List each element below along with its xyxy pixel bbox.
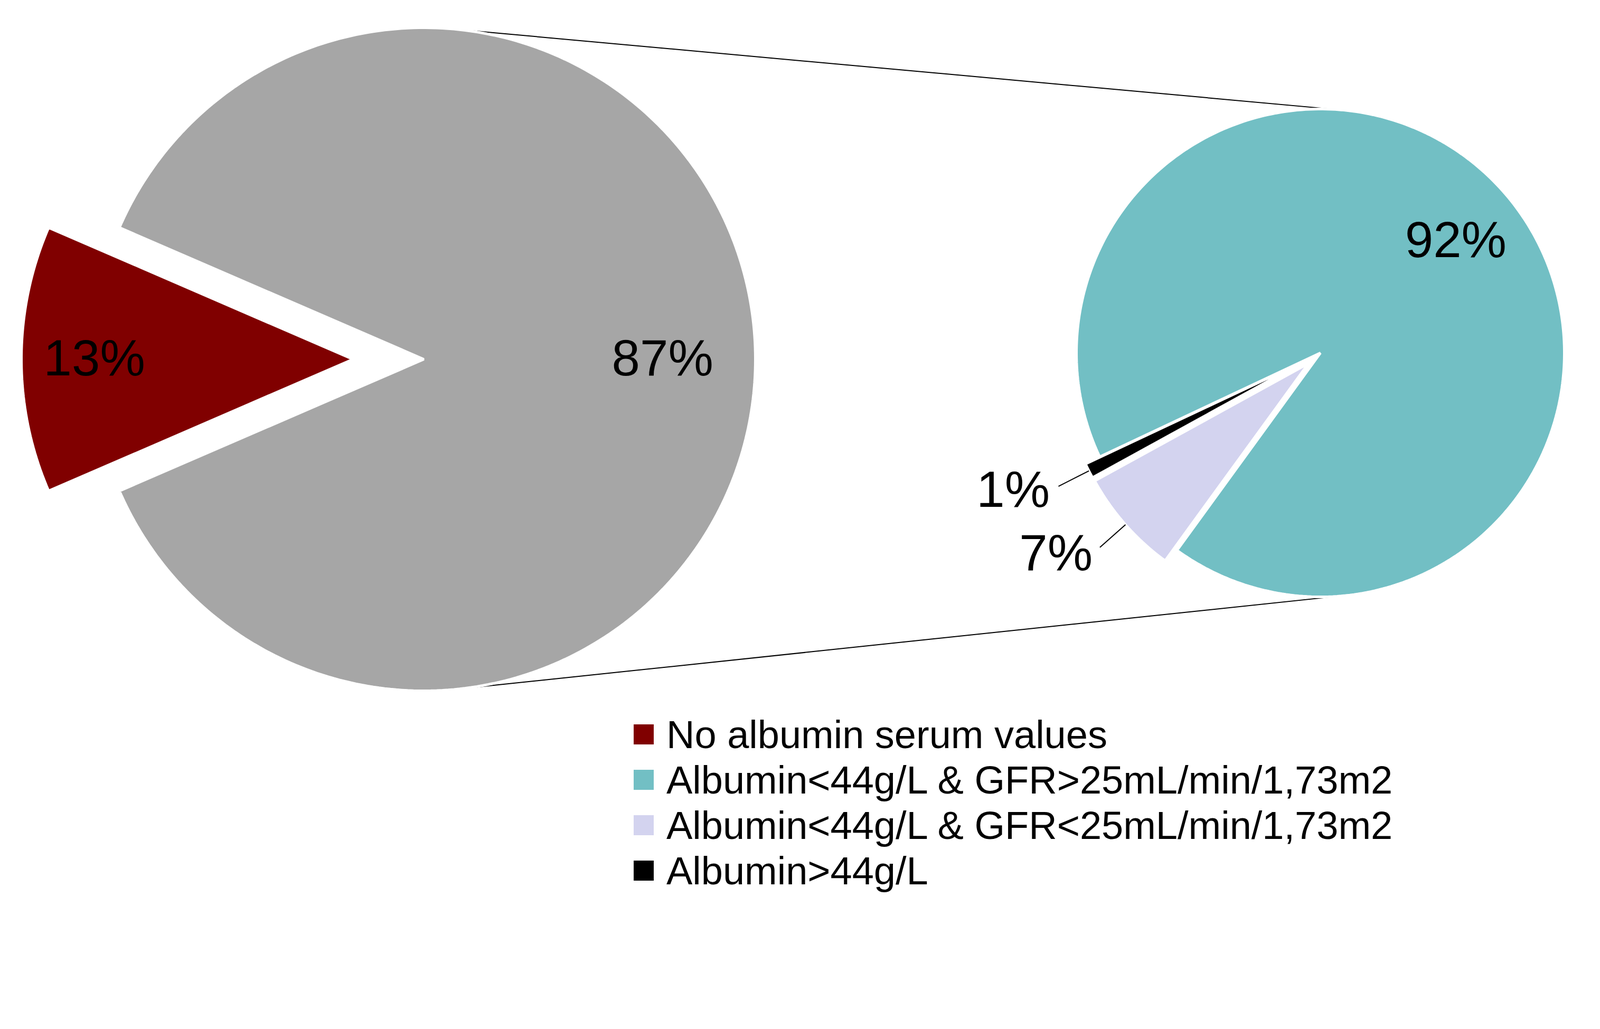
svg-text:87%: 87% bbox=[612, 329, 714, 387]
svg-text:92%: 92% bbox=[1405, 211, 1507, 268]
html-text:Albumin>44g/L: Albumin>44g/L bbox=[666, 848, 929, 893]
svg-text:13%: 13% bbox=[43, 329, 146, 387]
svg-text:7%: 7% bbox=[1019, 524, 1093, 581]
html-text:No albumin serum values: No albumin serum values bbox=[666, 712, 1108, 757]
html-text:Albumin<44g/L & GFR<25mL/min/1: Albumin<44g/L & GFR<25mL/min/1,73m2 bbox=[666, 803, 1393, 848]
svg-text:1%: 1% bbox=[976, 460, 1050, 518]
html-text:Albumin<44g/L & GFR>25mL/min/1: Albumin<44g/L & GFR>25mL/min/1,73m2 bbox=[666, 758, 1393, 802]
